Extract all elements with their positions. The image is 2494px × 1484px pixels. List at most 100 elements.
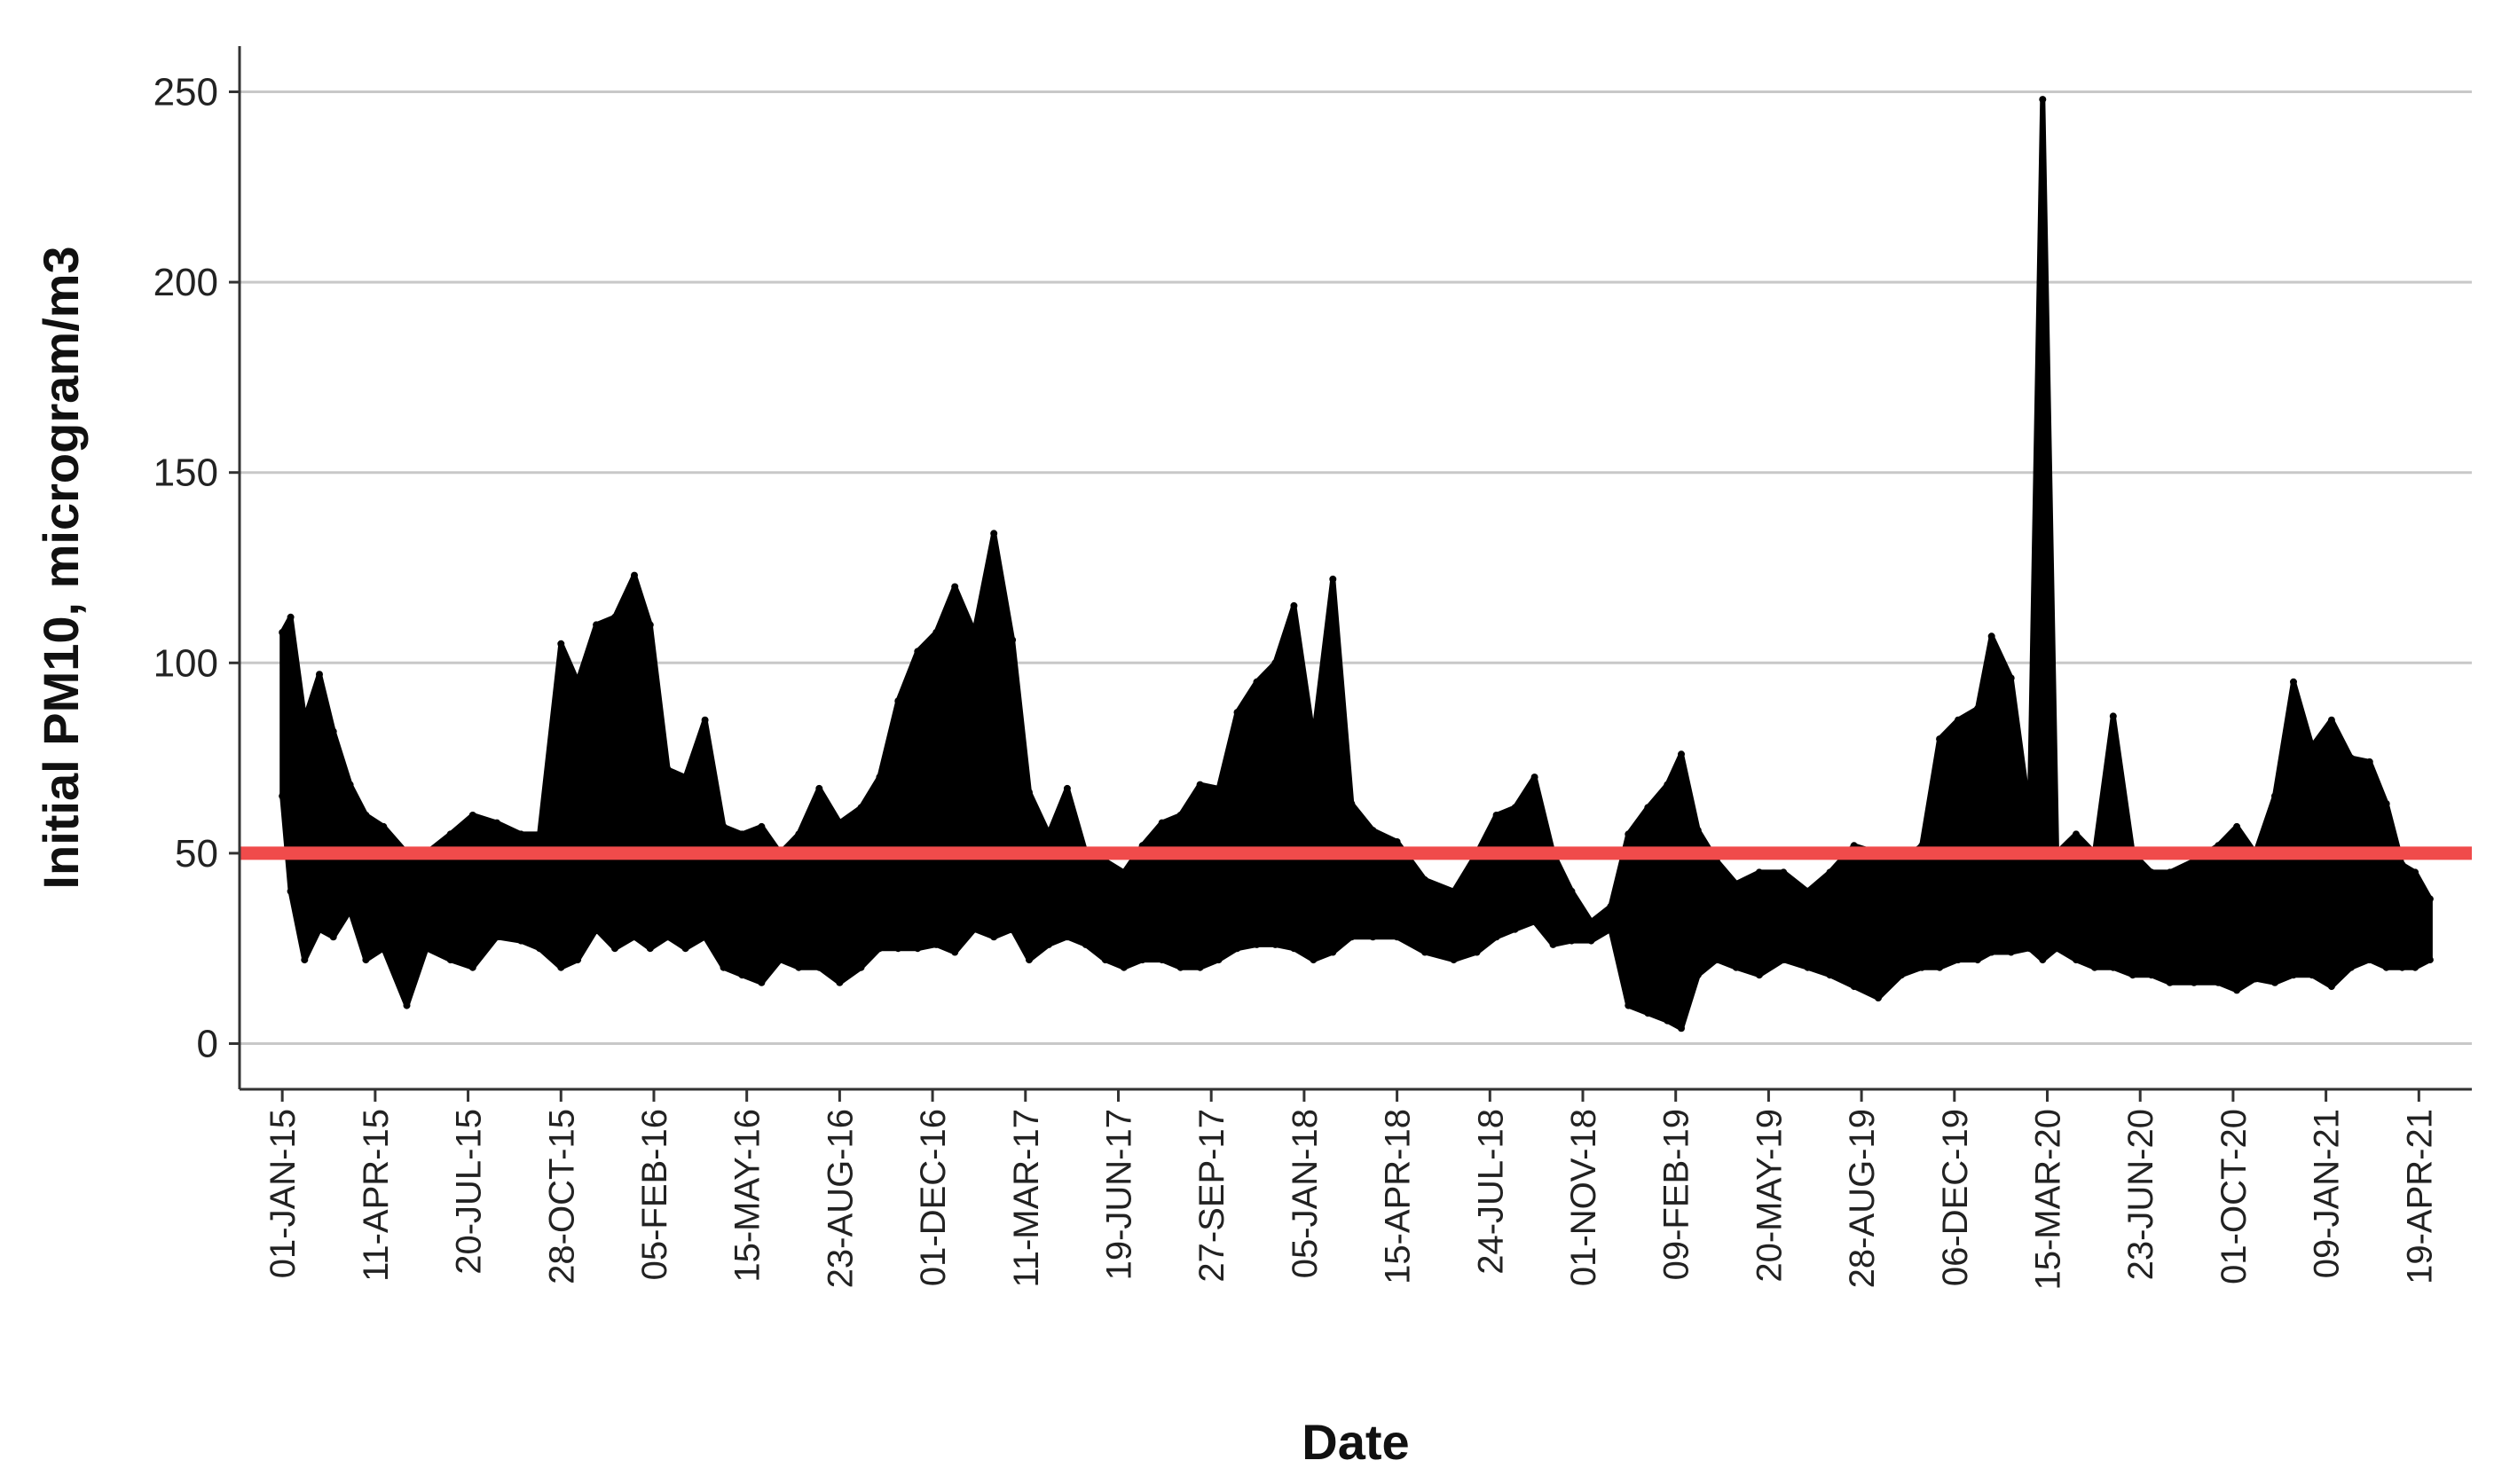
y-tick-label-50: 50 xyxy=(175,832,218,875)
x-tick-label: 01-NOV-18 xyxy=(1564,1109,1603,1286)
data-point-low xyxy=(493,933,500,941)
data-point-low xyxy=(776,956,784,964)
data-point-low xyxy=(1101,956,1109,964)
axes xyxy=(238,46,2472,1091)
data-point-low xyxy=(574,956,582,964)
data-point-low xyxy=(1026,956,1033,964)
data-point-low xyxy=(2271,978,2278,986)
data-point-high xyxy=(1253,678,1261,686)
data-point-high xyxy=(1511,804,1519,812)
data-point-high xyxy=(1310,735,1318,743)
x-tick-label: 01-DEC-16 xyxy=(914,1109,953,1286)
data-point-high xyxy=(1045,830,1052,838)
data-point-high xyxy=(2290,678,2297,686)
data-point-high xyxy=(1955,716,1962,724)
data-point-high xyxy=(664,766,672,773)
x-tick-label: 19-JUN-17 xyxy=(1099,1109,1138,1280)
data-point-high xyxy=(301,716,309,724)
data-point-low xyxy=(2308,971,2316,979)
data-point-low xyxy=(836,978,844,986)
data-point-low xyxy=(2252,975,2259,983)
data-point-high xyxy=(876,773,884,781)
data-point-low xyxy=(914,945,922,953)
data-point-low xyxy=(815,963,823,971)
data-point-high xyxy=(1215,784,1223,792)
data-point-high xyxy=(1026,789,1033,797)
data-point-low xyxy=(2398,963,2406,971)
data-point-low xyxy=(1587,937,1595,945)
data-point-low xyxy=(2411,963,2419,971)
data-point-low xyxy=(362,956,370,964)
data-point-high xyxy=(316,671,323,679)
y-tick-label-150: 150 xyxy=(153,451,218,495)
data-point-high xyxy=(1732,880,1740,888)
data-point-high xyxy=(2026,812,2034,819)
data-point-high xyxy=(1009,636,1017,644)
x-axis-title: Date xyxy=(1302,1414,1409,1470)
data-point-low xyxy=(446,956,454,964)
x-tick-label: 28-OCT-15 xyxy=(542,1109,581,1284)
data-point-high xyxy=(631,571,638,579)
data-point-low xyxy=(1568,937,1576,945)
x-tick-label: 15-APR-18 xyxy=(1379,1109,1418,1284)
data-point-low xyxy=(1138,956,1146,964)
data-point-high xyxy=(795,830,803,838)
data-point-low xyxy=(951,948,959,956)
x-tick-label: 05-FEB-16 xyxy=(635,1109,674,1280)
data-point-low xyxy=(593,925,601,933)
series-area xyxy=(279,96,2434,1033)
data-point-low xyxy=(2290,971,2297,979)
y-tick-label-250: 250 xyxy=(153,71,218,114)
data-point-high xyxy=(1826,868,1834,876)
data-point-high xyxy=(446,830,454,838)
data-point-low xyxy=(1987,948,1995,956)
data-point-low xyxy=(1625,1001,1633,1009)
data-point-low xyxy=(2090,963,2098,971)
data-point-high xyxy=(1755,868,1763,876)
data-point-low xyxy=(2382,963,2390,971)
data-point-low xyxy=(1694,971,1702,979)
data-point-high xyxy=(1450,887,1458,895)
data-point-low xyxy=(631,933,638,941)
data-point-low xyxy=(1045,940,1052,948)
data-point-high xyxy=(971,629,979,636)
data-point-low xyxy=(422,945,430,953)
data-point-high xyxy=(468,812,476,819)
data-point-high xyxy=(1664,781,1672,789)
data-point-high xyxy=(1329,575,1337,583)
x-tick-label: 15-MAR-20 xyxy=(2029,1109,2068,1291)
data-point-high xyxy=(557,640,565,648)
data-point-high xyxy=(1233,709,1241,717)
data-point-high xyxy=(362,812,370,819)
data-point-low xyxy=(1233,945,1241,953)
data-point-low xyxy=(1310,956,1318,964)
data-point-low xyxy=(1644,1009,1652,1017)
data-point-high xyxy=(894,697,902,705)
data-point-low xyxy=(720,963,728,971)
data-point-low xyxy=(1936,963,1944,971)
data-point-low xyxy=(287,887,295,895)
data-point-high xyxy=(1644,804,1652,812)
y-axis-title: Initial PM10, microgram/m3 xyxy=(33,246,89,889)
data-point-low xyxy=(611,945,618,953)
data-point-low xyxy=(2053,945,2060,953)
data-point-high xyxy=(836,819,844,827)
data-point-high xyxy=(681,773,689,781)
data-point-low xyxy=(346,907,354,915)
data-point-low xyxy=(971,925,979,933)
data-point-low xyxy=(1158,956,1166,964)
data-point-high xyxy=(2007,674,2015,682)
data-point-low xyxy=(1549,940,1557,948)
data-point-low xyxy=(857,963,865,971)
data-point-high xyxy=(2073,830,2080,838)
data-point-low xyxy=(990,933,998,941)
data-point-low xyxy=(1918,963,1926,971)
data-point-low xyxy=(1215,956,1223,964)
data-point-high xyxy=(1587,918,1595,926)
data-point-low xyxy=(795,963,803,971)
data-point-low xyxy=(536,945,544,953)
data-point-low xyxy=(1271,940,1279,948)
data-point-low xyxy=(517,937,525,945)
data-point-low xyxy=(1898,971,1906,979)
